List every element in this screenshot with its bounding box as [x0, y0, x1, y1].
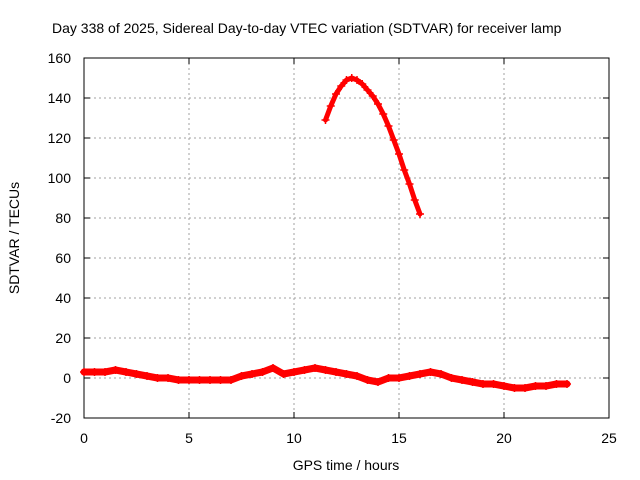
y-tick-label: 0 — [63, 370, 71, 386]
data-point — [101, 368, 109, 376]
data-point — [321, 116, 330, 124]
data-point — [258, 368, 267, 376]
data-point — [342, 370, 351, 378]
data-point — [269, 364, 277, 372]
data-point — [111, 366, 120, 374]
data-point — [337, 82, 346, 90]
data-point — [143, 372, 151, 380]
data-point — [326, 102, 335, 110]
x-axis-label: GPS time / hours — [293, 457, 400, 473]
grid-lines — [84, 58, 609, 418]
data-point — [321, 366, 330, 374]
series-main — [80, 364, 571, 392]
data-point — [389, 136, 398, 144]
data-point — [563, 380, 571, 388]
data-point — [374, 100, 382, 108]
data-point — [311, 364, 319, 372]
chart-title: Day 338 of 2025, Sidereal Day-to-day VTE… — [52, 20, 562, 36]
y-tick-label: 100 — [48, 170, 72, 186]
x-tick-label: 0 — [80, 430, 88, 446]
data-point — [353, 76, 361, 84]
data-point — [384, 122, 393, 130]
data-point — [510, 384, 519, 392]
data-point — [410, 196, 419, 204]
data-point — [174, 376, 183, 384]
data-point — [400, 166, 409, 174]
data-point — [122, 368, 130, 376]
series-layer — [80, 74, 571, 392]
x-tick-label: 15 — [391, 430, 407, 446]
data-point — [395, 374, 403, 382]
data-point — [405, 372, 414, 380]
y-tick-label: -20 — [51, 410, 71, 426]
data-point — [216, 376, 225, 384]
y-tick-label: 80 — [55, 210, 71, 226]
y-tick-label: 40 — [55, 290, 71, 306]
data-point — [248, 370, 256, 378]
data-point — [479, 380, 487, 388]
data-point — [195, 376, 204, 384]
tick-labels: 0 5 10 15 20 25 -20 0 20 40 60 80 100 120 140 160 — [48, 50, 617, 446]
y-tick-label: 140 — [48, 90, 72, 106]
data-point — [379, 110, 388, 118]
data-point — [90, 368, 99, 376]
data-point — [531, 382, 540, 390]
data-point — [290, 368, 298, 376]
data-point — [437, 370, 445, 378]
data-point — [342, 76, 351, 84]
data-point — [489, 380, 498, 388]
data-point — [374, 378, 382, 386]
data-point — [347, 74, 356, 82]
x-tick-label: 5 — [185, 430, 193, 446]
x-tick-label: 25 — [601, 430, 617, 446]
data-point — [237, 372, 246, 380]
data-point — [153, 374, 162, 382]
data-point — [395, 150, 403, 158]
data-point — [279, 370, 288, 378]
x-tick-label: 20 — [496, 430, 512, 446]
data-point — [458, 376, 466, 384]
series-arc — [321, 74, 424, 218]
y-tick-label: 60 — [55, 250, 71, 266]
data-point — [368, 92, 377, 100]
data-point — [468, 378, 477, 386]
data-point — [80, 368, 88, 376]
data-point — [552, 380, 561, 388]
data-point — [521, 384, 529, 392]
y-tick-label: 20 — [55, 330, 71, 346]
data-point — [416, 370, 424, 378]
data-point — [416, 210, 424, 218]
data-point — [447, 374, 456, 382]
data-point — [405, 180, 414, 188]
data-point — [164, 374, 172, 382]
data-point — [332, 90, 340, 98]
data-point — [363, 376, 372, 384]
data-point — [358, 80, 367, 88]
data-point — [332, 368, 340, 376]
data-point — [542, 382, 550, 390]
data-point — [363, 86, 372, 94]
data-point — [300, 366, 309, 374]
y-axis-label: SDTVAR / TECUs — [6, 182, 22, 294]
data-point — [132, 370, 141, 378]
data-point — [353, 372, 361, 380]
data-point — [500, 382, 508, 390]
data-point — [384, 374, 393, 382]
plot-frame — [83, 57, 610, 419]
data-point — [227, 376, 235, 384]
data-point — [185, 376, 193, 384]
x-tick-label: 10 — [286, 430, 302, 446]
y-tick-label: 120 — [48, 130, 72, 146]
data-point — [426, 368, 435, 376]
data-point — [206, 376, 214, 384]
y-tick-label: 160 — [48, 50, 72, 66]
